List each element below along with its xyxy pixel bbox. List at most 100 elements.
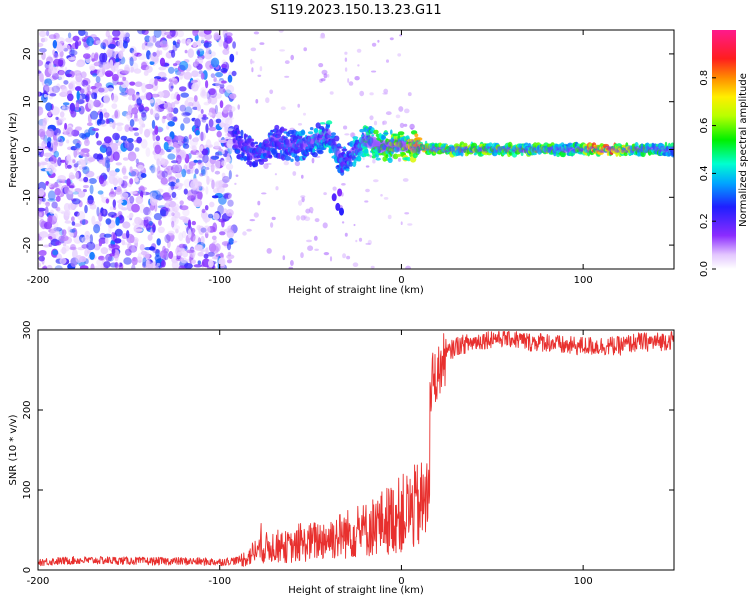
- noise-blob: [172, 206, 178, 212]
- noise-blob: [134, 81, 143, 87]
- noise-blob: [141, 82, 147, 93]
- noise-blob: [109, 121, 114, 128]
- noise-blob: [175, 70, 182, 76]
- noise-blob: [168, 66, 175, 74]
- noise-blob: [93, 99, 101, 108]
- noise-blob: [218, 86, 226, 95]
- noise-blob: [87, 195, 94, 205]
- noise-blob: [137, 252, 142, 261]
- noise-blob: [89, 65, 96, 71]
- noise-blob: [96, 140, 102, 146]
- noise-blob: [220, 121, 224, 129]
- noise-blob: [97, 190, 104, 195]
- noise-blob: [359, 90, 365, 97]
- noise-blob: [211, 256, 220, 260]
- noise-blob: [190, 169, 194, 174]
- y-tick-label: 100: [22, 480, 33, 499]
- colorbar-tick-label: 0.0: [699, 261, 710, 277]
- noise-blob: [38, 70, 42, 74]
- noise-blob: [156, 158, 161, 167]
- noise-blob: [323, 252, 330, 256]
- noise-blob: [116, 125, 123, 132]
- noise-blob: [67, 226, 71, 233]
- noise-blob: [140, 250, 148, 256]
- signal-blob: [261, 158, 268, 163]
- noise-blob: [177, 182, 181, 186]
- snr-series-line: [38, 331, 674, 567]
- noise-blob: [131, 264, 136, 269]
- noise-blob: [259, 42, 265, 45]
- noise-blob: [61, 185, 70, 194]
- signal-halo: [369, 135, 374, 150]
- noise-blob: [115, 168, 120, 173]
- noise-blob: [215, 118, 222, 124]
- noise-blob: [48, 66, 58, 75]
- noise-blob: [167, 239, 171, 249]
- noise-blob: [56, 83, 61, 90]
- noise-blob: [139, 244, 145, 251]
- noise-blob: [176, 30, 185, 38]
- noise-blob: [65, 155, 71, 165]
- noise-blob: [153, 30, 162, 38]
- noise-blob: [304, 216, 311, 222]
- noise-blob: [266, 248, 272, 254]
- noise-blob: [45, 114, 49, 123]
- noise-blob: [86, 241, 96, 251]
- noise-blob: [179, 73, 184, 80]
- noise-blob: [93, 62, 100, 67]
- noise-blob: [313, 235, 318, 241]
- noise-blob: [75, 126, 82, 131]
- noise-blob: [66, 178, 71, 187]
- noise-blob: [114, 228, 123, 237]
- noise-blob: [111, 73, 119, 82]
- noise-blob: [129, 47, 135, 54]
- noise-blob: [70, 47, 75, 57]
- noise-blob: [242, 231, 247, 236]
- noise-blob: [104, 237, 109, 245]
- noise-blob: [204, 167, 208, 178]
- noise-blob: [255, 99, 259, 104]
- noise-blob: [90, 110, 99, 120]
- noise-blob: [99, 52, 106, 63]
- noise-blob: [226, 128, 234, 132]
- noise-blob: [75, 171, 79, 180]
- noise-blob: [134, 147, 140, 152]
- signal-blob: [249, 138, 254, 142]
- noise-blob: [163, 141, 169, 151]
- noise-blob: [174, 68, 180, 73]
- noise-blob: [215, 111, 224, 119]
- noise-blob: [109, 206, 114, 211]
- signal-blob: [292, 135, 298, 143]
- noise-blob: [371, 70, 377, 73]
- noise-blob: [168, 251, 174, 259]
- noise-blob: [166, 113, 174, 121]
- noise-blob: [43, 94, 48, 98]
- noise-blob: [114, 109, 121, 119]
- noise-blob: [125, 113, 132, 119]
- noise-blob: [155, 194, 164, 201]
- noise-blob: [98, 159, 105, 164]
- noise-blob: [56, 43, 63, 53]
- noise-blob: [175, 135, 184, 141]
- x-tick-label: 100: [574, 275, 593, 286]
- noise-blob: [179, 104, 186, 112]
- noise-blob: [409, 123, 415, 130]
- noise-blob: [150, 166, 158, 173]
- noise-blob: [183, 117, 191, 124]
- noise-blob: [103, 261, 111, 269]
- noise-blob: [341, 221, 345, 224]
- noise-blob: [95, 40, 102, 45]
- noise-blob: [174, 164, 183, 174]
- noise-blob: [251, 67, 254, 73]
- y-tick-label: -20: [22, 237, 33, 253]
- noise-blob: [352, 262, 359, 268]
- noise-blob: [186, 38, 192, 45]
- signal-blob: [345, 168, 350, 172]
- noise-blob: [103, 112, 110, 118]
- noise-blob: [158, 128, 163, 133]
- noise-blob: [134, 177, 139, 183]
- noise-blob: [152, 131, 156, 142]
- noise-blob: [39, 72, 44, 83]
- noise-blob: [221, 160, 226, 167]
